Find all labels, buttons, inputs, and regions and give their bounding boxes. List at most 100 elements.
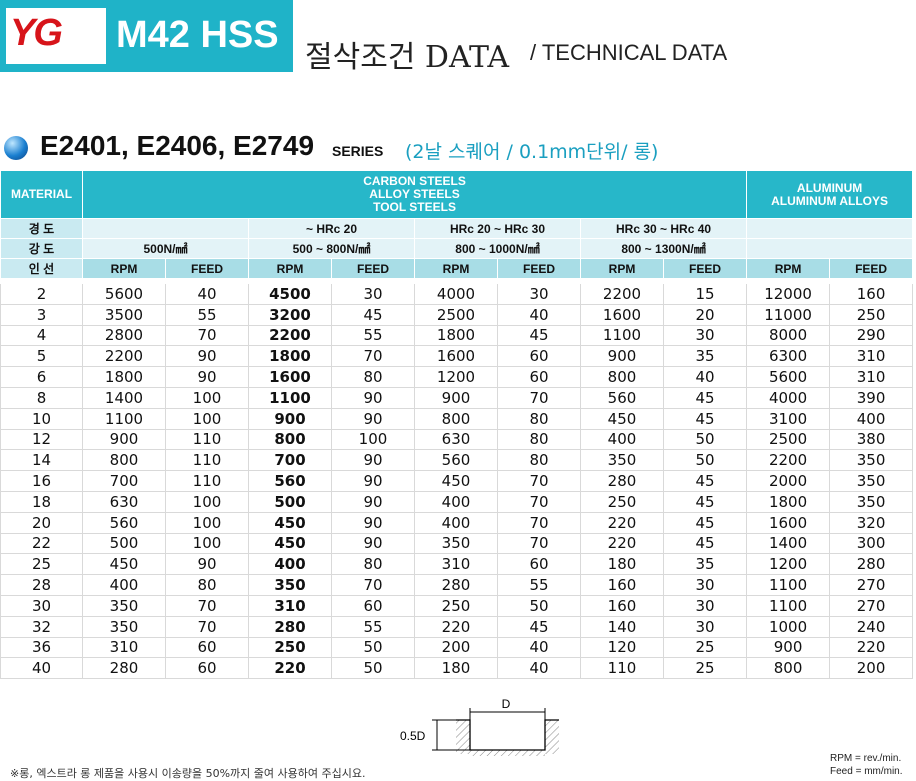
data-cell: 2200 xyxy=(746,449,831,472)
column-header: FEED xyxy=(497,258,581,282)
header-row: 인 선 RPM FEED RPM FEED RPM FEED RPM FEED RPM FEED xyxy=(0,258,914,282)
data-cell: 250 xyxy=(414,594,498,617)
data-row: 10 1100 100 900 90 800 80 450 45 3100 400 xyxy=(0,407,914,430)
data-cell: 55 xyxy=(497,574,581,596)
bullet xyxy=(4,136,28,160)
data-cell: 280 xyxy=(580,470,664,492)
data-cell: 270 xyxy=(829,594,914,617)
data-cell: 3100 xyxy=(746,407,831,430)
data-cell: 700 xyxy=(248,449,332,472)
row-label: 경 도 xyxy=(0,218,83,239)
strength-cell: 500N/㎟ xyxy=(82,238,249,259)
data-cell: 240 xyxy=(829,615,914,638)
diameter-cell: 40 xyxy=(0,657,83,680)
data-row: 12 900 110 800 100 630 80 400 50 2500 380 xyxy=(0,428,914,451)
data-cell: 45 xyxy=(662,386,748,409)
unit-legend: RPM = rev./min. Feed = mm/min. xyxy=(830,752,903,778)
data-cell: 310 xyxy=(248,594,332,617)
data-cell: 2200 xyxy=(82,345,166,368)
data-cell: 350 xyxy=(82,615,166,638)
data-cell: 160 xyxy=(580,574,664,596)
data-cell: 50 xyxy=(662,449,748,472)
row-label: 인 선 xyxy=(0,258,83,282)
data-cell: 800 xyxy=(248,428,332,451)
data-cell: 310 xyxy=(414,553,498,576)
data-cell: 40 xyxy=(662,366,748,388)
product-name: M42 HSS xyxy=(116,14,279,56)
data-cell: 450 xyxy=(580,407,664,430)
data-cell: 630 xyxy=(82,490,166,513)
logo: YG xyxy=(10,12,63,54)
data-row: 6 1800 90 1600 80 1200 60 800 40 5600 310 xyxy=(0,366,914,388)
diameter-cell: 16 xyxy=(0,470,83,492)
diameter-cell: 30 xyxy=(0,594,83,617)
data-cell: 100 xyxy=(165,511,249,534)
data-cell: 280 xyxy=(414,574,498,596)
data-cell: 400 xyxy=(414,490,498,513)
data-cell: 50 xyxy=(497,594,581,617)
data-cell: 350 xyxy=(414,532,498,555)
data-row: 40 280 60 220 50 180 40 110 25 800 200 xyxy=(0,657,914,680)
data-cell: 30 xyxy=(662,594,748,617)
series-label: SERIES xyxy=(332,143,384,159)
data-cell: 45 xyxy=(662,407,748,430)
data-row: 20 560 100 450 90 400 70 220 45 1600 320 xyxy=(0,511,914,534)
data-row: 14 800 110 700 90 560 80 350 50 2200 350 xyxy=(0,449,914,472)
column-header: FEED xyxy=(662,258,748,282)
data-row: 2 5600 40 4500 30 4000 30 2200 15 12000 160 xyxy=(0,277,914,305)
data-cell: 250 xyxy=(580,490,664,513)
data-cell: 12000 xyxy=(746,277,831,305)
data-cell: 220 xyxy=(248,657,332,680)
data-cell: 60 xyxy=(331,594,415,617)
column-header: FEED xyxy=(331,258,415,282)
data-cell: 4000 xyxy=(414,277,498,305)
logo-background xyxy=(6,8,106,64)
data-cell: 270 xyxy=(829,574,914,596)
header-row: MATERIAL CARBON STEELS ALLOY STEELS TOOL ST… xyxy=(0,170,914,219)
data-cell: 45 xyxy=(662,490,748,513)
data-cell: 1800 xyxy=(82,366,166,388)
data-cell: 15 xyxy=(662,277,748,305)
data-cell: 2200 xyxy=(580,277,664,305)
data-cell: 800 xyxy=(580,366,664,388)
data-row: 18 630 100 500 90 400 70 250 45 1800 350 xyxy=(0,490,914,513)
hardness-cell: HRc 20 ~ HRc 30 xyxy=(414,218,581,239)
data-cell: 2800 xyxy=(82,324,166,347)
data-cell: 560 xyxy=(82,511,166,534)
data-cell: 90 xyxy=(331,386,415,409)
diameter-cell: 36 xyxy=(0,636,83,659)
data-cell: 70 xyxy=(497,386,581,409)
slot-diagram: D 0.5D xyxy=(400,697,559,756)
data-cell: 2500 xyxy=(414,303,498,326)
data-cell: 70 xyxy=(497,470,581,492)
data-cell: 350 xyxy=(829,490,914,513)
data-cell: 400 xyxy=(82,574,166,596)
data-cell: 90 xyxy=(165,366,249,388)
diameter-cell: 10 xyxy=(0,407,83,430)
data-cell: 90 xyxy=(331,532,415,555)
group-header: ALUMINUM ALUMINUM ALLOYS xyxy=(746,170,914,219)
group-line: ALUMINUM ALLOYS xyxy=(771,193,889,208)
data-cell: 80 xyxy=(497,407,581,430)
data-cell: 100 xyxy=(165,407,249,430)
data-cell: 250 xyxy=(248,636,332,659)
data-cell: 50 xyxy=(662,428,748,451)
legend-line: Feed = mm/min. xyxy=(830,766,903,777)
data-cell: 280 xyxy=(82,657,166,680)
data-cell: 1200 xyxy=(746,553,831,576)
data-row: 5 2200 90 1800 70 1600 60 900 35 6300 310 xyxy=(0,345,914,368)
data-cell: 30 xyxy=(662,574,748,596)
data-cell: 80 xyxy=(331,366,415,388)
data-cell: 1100 xyxy=(746,594,831,617)
data-cell: 350 xyxy=(580,449,664,472)
diameter-cell: 28 xyxy=(0,574,83,596)
data-cell: 400 xyxy=(414,511,498,534)
data-cell: 60 xyxy=(165,636,249,659)
header-row: 경 도 ~ HRc 20 HRc 20 ~ HRc 30 HRc 30 ~ HRc 4… xyxy=(0,218,914,239)
data-cell: 800 xyxy=(82,449,166,472)
data-cell: 2000 xyxy=(746,470,831,492)
data-cell: 80 xyxy=(497,449,581,472)
data-cell: 1400 xyxy=(82,386,166,409)
data-cell: 290 xyxy=(829,324,914,347)
